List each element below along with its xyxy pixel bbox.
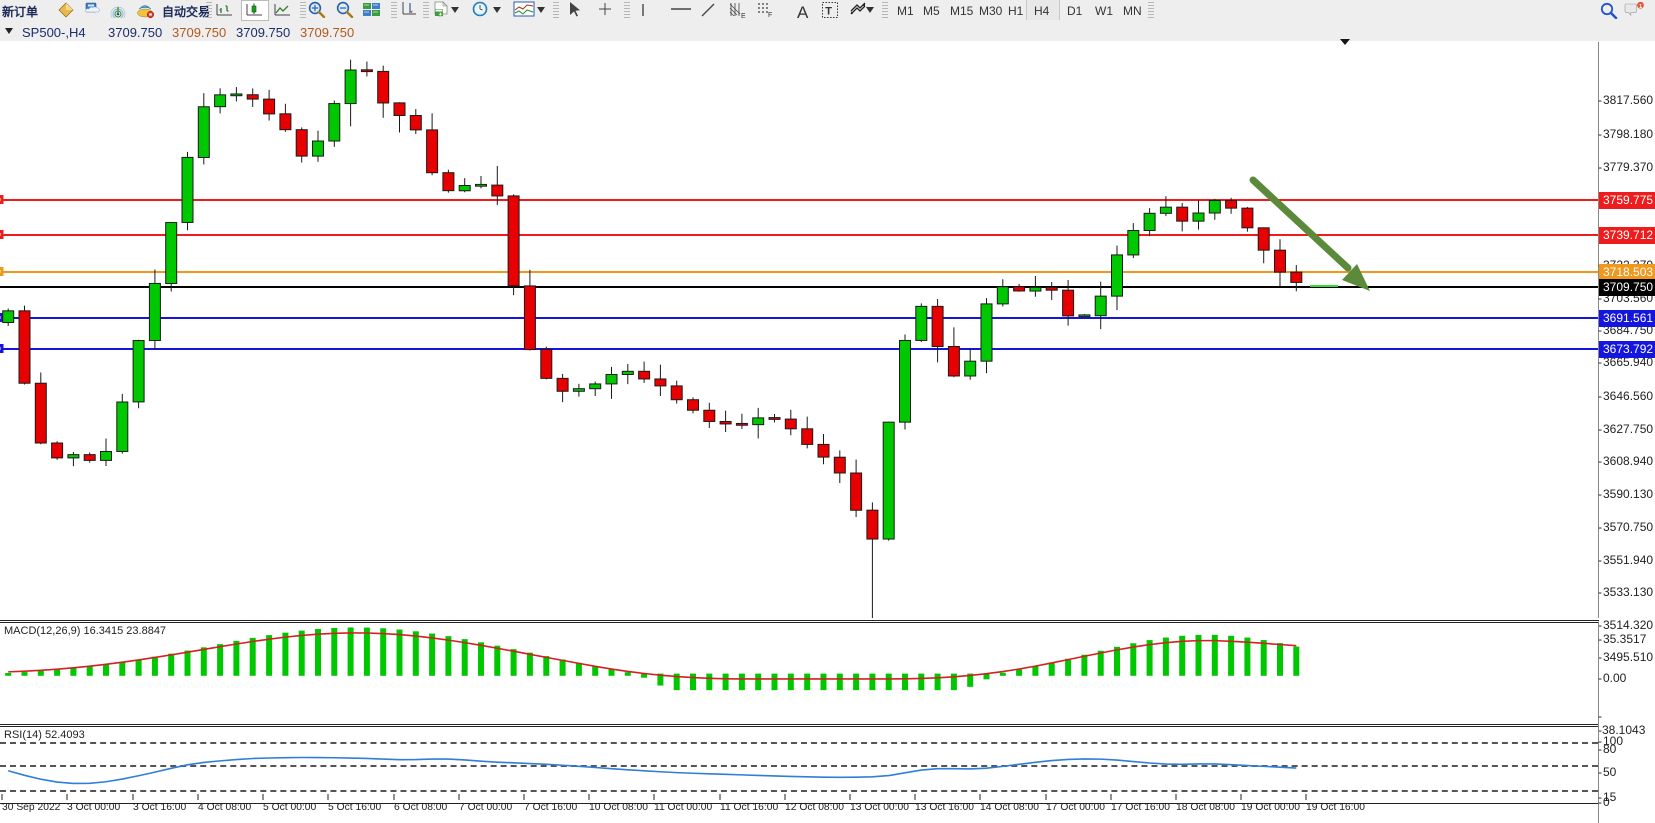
- svg-text:E: E: [741, 13, 746, 18]
- svg-text:T: T: [825, 6, 832, 18]
- svg-text:F: F: [768, 12, 772, 18]
